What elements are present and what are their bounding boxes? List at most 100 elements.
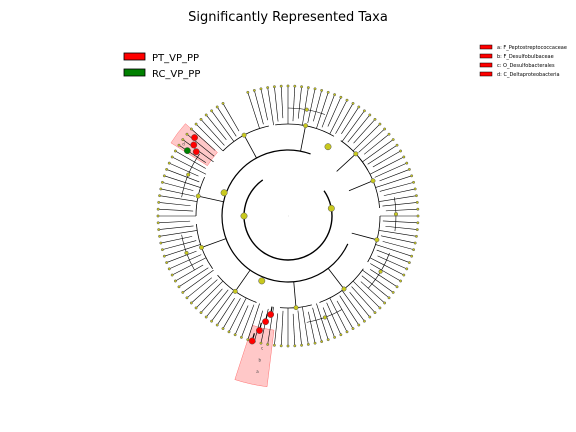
- taxon-node: [170, 273, 174, 277]
- taxon-node: [258, 277, 266, 285]
- branch-line: [162, 240, 197, 250]
- branch-line: [164, 244, 201, 257]
- branch-line: [313, 90, 322, 122]
- taxon-node: [333, 93, 337, 97]
- taxon-node: [184, 250, 189, 255]
- branch-line: [234, 269, 251, 292]
- branch-line: [307, 88, 316, 124]
- branch-line: [274, 313, 279, 346]
- taxa-key-swatch: [479, 71, 493, 77]
- legend-swatch-pt: [123, 52, 146, 61]
- branch-line: [222, 298, 241, 329]
- branch-line: [297, 86, 302, 119]
- branch-line: [195, 123, 224, 152]
- branch-line: [382, 241, 414, 250]
- taxon-node: [159, 241, 163, 245]
- taxon-node: [158, 234, 162, 238]
- taxon-node: [215, 105, 219, 109]
- taxon-node: [306, 342, 310, 346]
- taxon-node: [160, 180, 164, 184]
- taxon-node: [313, 87, 317, 91]
- taxon-node: [402, 155, 406, 159]
- taxon-node: [272, 343, 276, 347]
- taxon-node: [410, 174, 414, 178]
- branch-line: [191, 279, 218, 304]
- taxon-node: [246, 338, 250, 342]
- taxon-node: [353, 151, 359, 157]
- branch-line: [178, 267, 209, 288]
- taxon-node: [378, 269, 383, 274]
- branch-line: [380, 235, 416, 244]
- taxon-node: [279, 84, 283, 88]
- taxon-node: [189, 301, 193, 305]
- taxon-node: [262, 318, 269, 326]
- taxon-node: [293, 305, 299, 311]
- taxon-node: [279, 344, 283, 348]
- branch-line: [175, 264, 204, 282]
- taxon-node: [239, 335, 243, 339]
- taxon-node: [241, 132, 247, 138]
- branch-line: [267, 87, 274, 126]
- taxon-node: [395, 285, 399, 289]
- branch-line: [274, 86, 279, 122]
- chart-title: Significantly Represented Taxa: [188, 10, 388, 25]
- branch-line: [280, 310, 284, 346]
- taxon-node: [405, 161, 409, 165]
- taxon-node: [412, 180, 416, 184]
- branch-line: [385, 225, 418, 230]
- taxon-node: [156, 207, 160, 211]
- branch-line: [363, 133, 390, 155]
- taxon-node: [252, 88, 256, 92]
- highlight-sector: [234, 325, 275, 387]
- taxon-node: [286, 344, 290, 348]
- taxon-node: [227, 330, 231, 334]
- taxon-node: [362, 109, 366, 113]
- taxon-node: [393, 212, 399, 217]
- taxa-key-swatch: [479, 44, 493, 50]
- branch-line: [228, 297, 247, 332]
- taxon-node: [165, 261, 169, 265]
- branch-line: [292, 86, 296, 122]
- branch-line: [234, 305, 249, 335]
- branch-line: [348, 180, 374, 192]
- branch-line: [260, 88, 268, 121]
- taxon-node: [191, 134, 198, 142]
- branch-line: [302, 87, 309, 126]
- taxon-node: [194, 122, 198, 126]
- taxon-node: [293, 344, 297, 348]
- branch-line: [254, 310, 263, 342]
- taxon-node: [341, 286, 347, 292]
- taxon-node: [399, 149, 403, 153]
- taxon-node: [402, 273, 406, 277]
- taxon-node: [324, 143, 332, 151]
- branch-line: [243, 134, 257, 159]
- branch-line: [216, 298, 235, 326]
- taxon-node: [266, 342, 270, 346]
- taxon-node: [339, 333, 343, 337]
- branch-line: [352, 280, 381, 309]
- branch-line: [211, 290, 235, 322]
- branch-line: [169, 162, 199, 177]
- branch-line: [335, 103, 354, 134]
- branch-line: [341, 110, 365, 142]
- taxon-node: [199, 245, 204, 250]
- branch-line: [336, 300, 354, 329]
- taxa-key-swatch: [479, 53, 493, 59]
- branch-line: [200, 288, 223, 313]
- taxon-node: [204, 113, 208, 117]
- branch-line: [186, 277, 213, 299]
- taxon-node: [256, 327, 263, 334]
- branch-line: [382, 202, 418, 207]
- taxon-node: [159, 187, 163, 191]
- taxon-node: [286, 84, 290, 88]
- taxon-node: [167, 161, 171, 165]
- branch-line: [382, 220, 418, 224]
- taxon-node: [185, 132, 189, 136]
- branch-line: [159, 195, 198, 202]
- branch-line: [349, 291, 371, 318]
- branch-line: [341, 106, 360, 134]
- branch-line: [164, 175, 201, 188]
- branch-line: [347, 114, 371, 143]
- taxon-node: [395, 143, 399, 147]
- taxon-node: [210, 109, 214, 113]
